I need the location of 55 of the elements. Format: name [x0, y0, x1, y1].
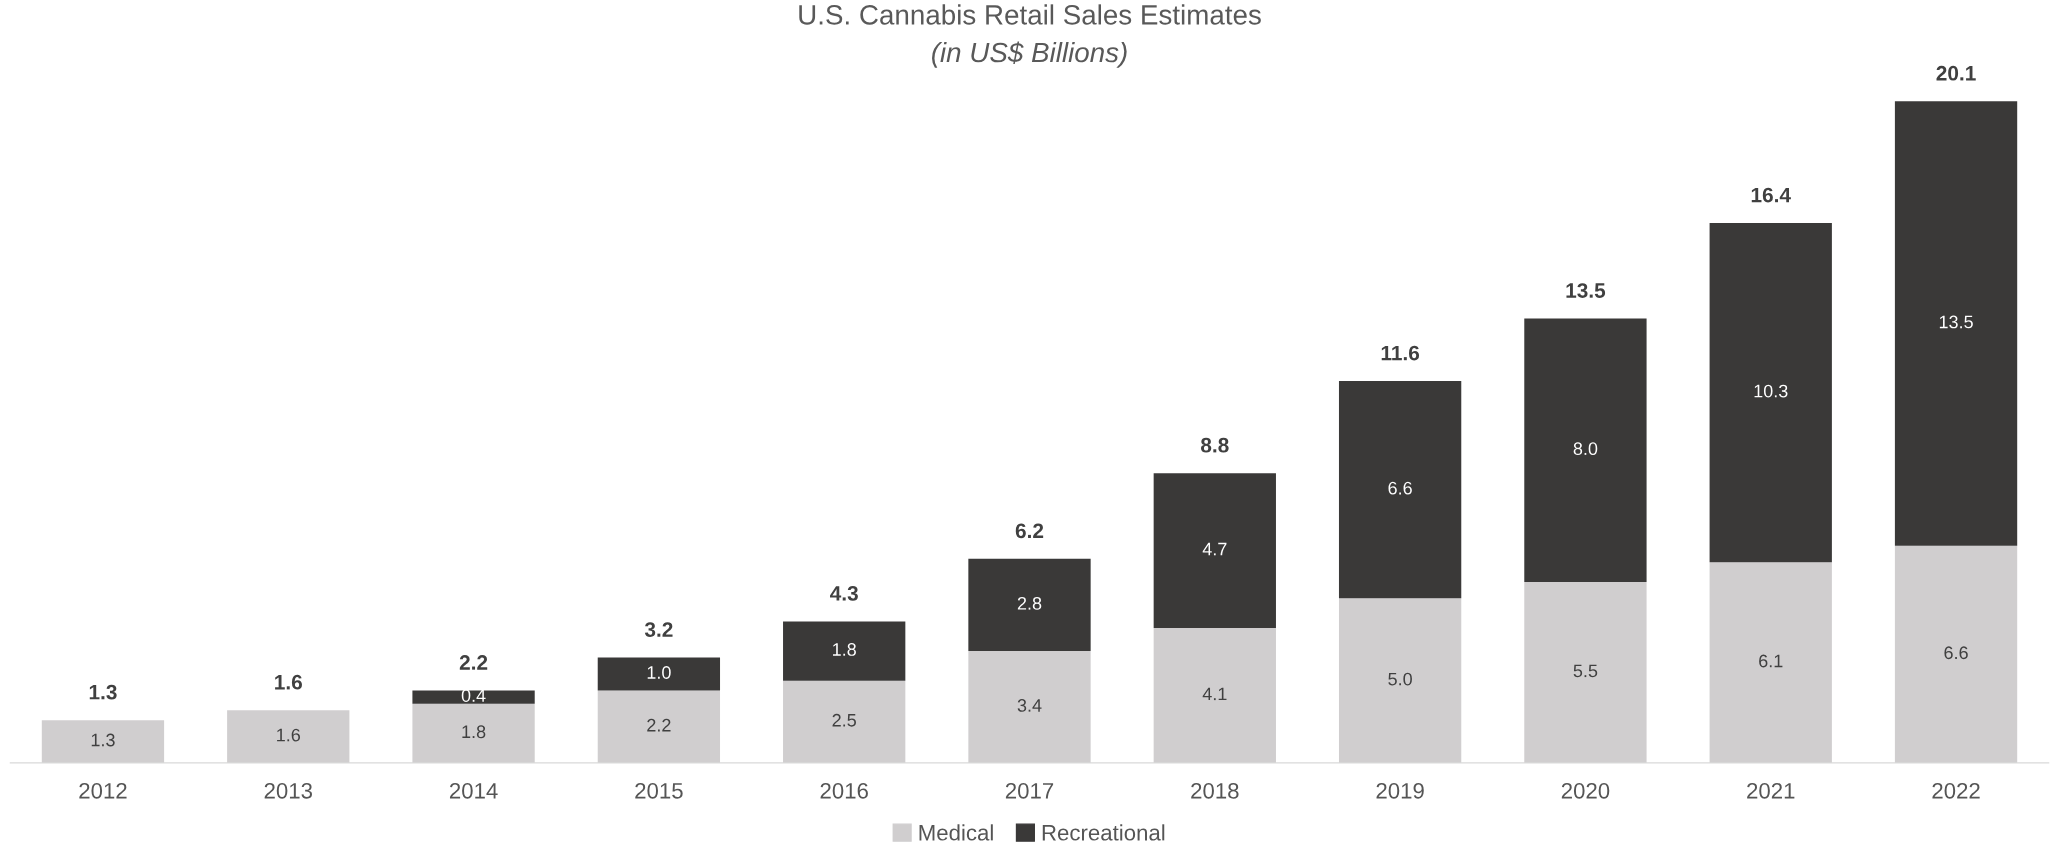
data-label: 1.0 [647, 666, 671, 679]
total-label: 13.5 [1566, 283, 1606, 298]
data-label: 1.3 [91, 733, 115, 747]
total-label: 8.8 [1200, 437, 1229, 453]
data-label: 1.8 [462, 725, 486, 739]
x-tick-label: 2015 [635, 782, 683, 799]
x-tick-label: 2012 [79, 782, 127, 799]
x-tick-label: 2020 [1561, 782, 1610, 799]
data-label: 1.6 [277, 728, 301, 742]
total-label: 6.2 [1015, 523, 1044, 539]
legend-label: Recreational [1042, 824, 1165, 841]
legend-label: Medical [919, 824, 993, 841]
chart-subtitle: (in US$ Billions) [932, 41, 1127, 68]
data-label: 2.5 [832, 713, 856, 727]
data-label: 5.5 [1573, 664, 1598, 678]
data-label: 8.0 [1573, 442, 1598, 456]
x-tick-label: 2017 [1005, 782, 1054, 799]
data-label: 1.8 [833, 643, 856, 656]
x-tick-label: 2022 [1932, 782, 1980, 799]
data-label: 13.5 [1939, 315, 1973, 329]
bar [1153, 473, 1276, 628]
total-label: 2.2 [459, 655, 488, 670]
bar [597, 657, 721, 691]
data-label: 2.8 [1017, 596, 1042, 610]
total-label: 3.2 [644, 622, 673, 637]
total-label: 1.6 [275, 674, 302, 690]
bar [1524, 318, 1647, 582]
x-tick-label: 2019 [1376, 782, 1424, 799]
total-label: 4.3 [830, 585, 858, 601]
chart-title: U.S. Cannabis Retail Sales Estimates [799, 4, 1261, 25]
bar [783, 621, 906, 681]
bar [412, 690, 535, 704]
data-label: 10.3 [1754, 384, 1788, 398]
x-tick-label: 2016 [820, 782, 868, 799]
data-label: 6.6 [1388, 481, 1412, 495]
x-tick-label: 2021 [1747, 782, 1795, 799]
data-label: 3.4 [1017, 699, 1042, 712]
data-label: 6.1 [1759, 654, 1783, 668]
data-label: 4.7 [1202, 542, 1227, 556]
bar [1709, 223, 1832, 563]
x-tick-label: 2014 [449, 782, 498, 799]
data-label: 6.6 [1944, 646, 1968, 660]
total-label: 11.6 [1381, 345, 1420, 361]
total-label: 1.3 [89, 684, 117, 700]
x-tick-label: 2013 [264, 782, 312, 799]
bar [1338, 381, 1462, 599]
bar [1894, 101, 2018, 546]
total-label: 16.4 [1751, 187, 1791, 203]
data-label: 4.1 [1202, 687, 1227, 701]
data-label: 2.2 [647, 718, 671, 732]
data-label: 0.4 [461, 689, 486, 702]
bar [968, 558, 1091, 652]
x-tick-label: 2018 [1191, 782, 1239, 799]
data-label: 5.0 [1388, 672, 1412, 686]
total-label: 20.1 [1936, 65, 1976, 81]
